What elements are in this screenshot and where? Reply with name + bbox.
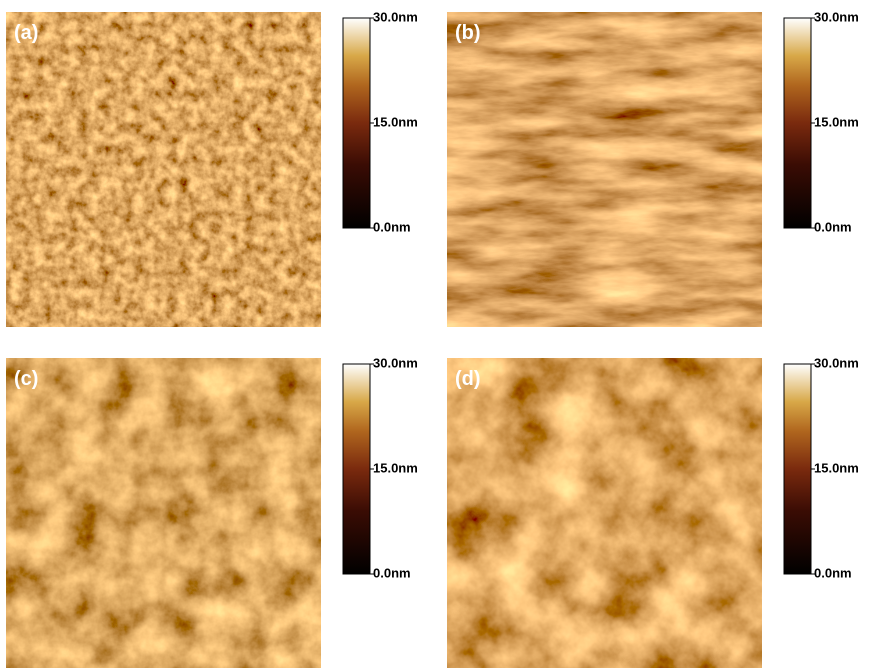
figure: (a) 30.0nm 15.0nm 0.0nm (b) 30.0nm 15.0nm 0.0nm… bbox=[0, 0, 872, 668]
color-bar bbox=[343, 18, 370, 228]
scale-label: 30.0nm bbox=[373, 9, 418, 24]
panel-label: (d) bbox=[455, 368, 481, 390]
color-bar bbox=[343, 364, 370, 574]
color-bar bbox=[784, 364, 811, 574]
scale-label: 30.0nm bbox=[814, 355, 859, 370]
scale-label: 30.0nm bbox=[814, 9, 859, 24]
scale-label: 30.0nm bbox=[373, 355, 418, 370]
afm-image bbox=[447, 12, 762, 327]
scale-label: 15.0nm bbox=[373, 460, 418, 475]
scale-label: 15.0nm bbox=[814, 460, 859, 475]
scale-label: 0.0nm bbox=[814, 219, 852, 234]
afm-image bbox=[447, 358, 762, 668]
panel-label: (a) bbox=[14, 22, 38, 44]
scale-label: 0.0nm bbox=[373, 565, 411, 580]
scale-label: 15.0nm bbox=[373, 114, 418, 129]
scale-label: 0.0nm bbox=[373, 219, 411, 234]
color-bar bbox=[784, 18, 811, 228]
scale-label: 0.0nm bbox=[814, 565, 852, 580]
afm-image bbox=[6, 358, 321, 668]
panel-label: (b) bbox=[455, 22, 481, 44]
panel-label: (c) bbox=[14, 368, 38, 390]
scale-label: 15.0nm bbox=[814, 114, 859, 129]
afm-image bbox=[6, 12, 321, 327]
